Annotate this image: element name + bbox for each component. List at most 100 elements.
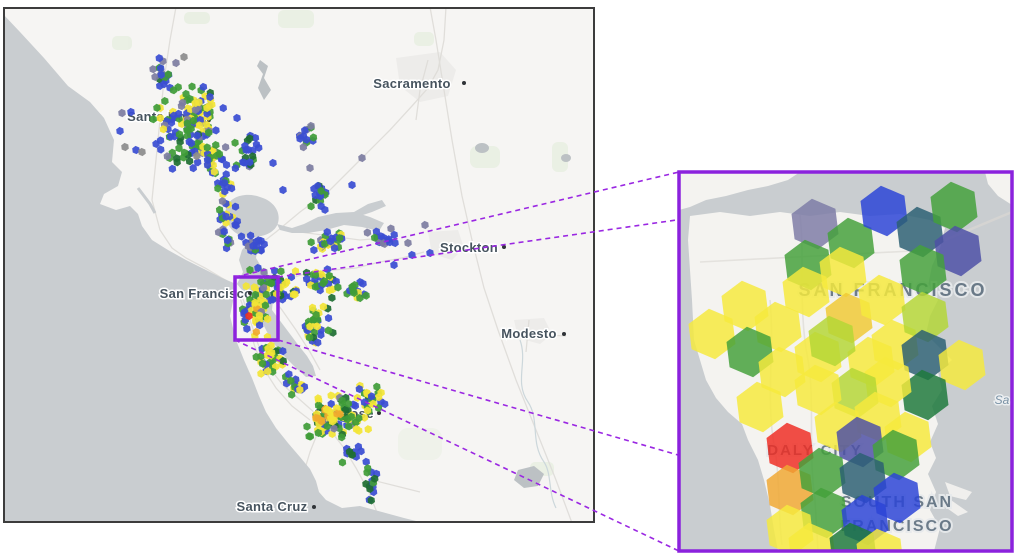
data-point (330, 424, 338, 433)
city-marker-dot (562, 332, 566, 336)
hex-bin (872, 429, 920, 481)
data-point (323, 228, 332, 237)
data-point (180, 52, 188, 62)
data-point (363, 228, 372, 237)
highlight-rectangle[interactable] (233, 275, 280, 342)
data-point (240, 158, 248, 167)
data-point (323, 265, 332, 274)
data-point (138, 147, 146, 157)
data-point (157, 70, 165, 79)
data-point (317, 186, 325, 195)
data-point (149, 65, 157, 74)
data-point (209, 161, 217, 170)
data-point (355, 385, 364, 394)
data-point (390, 230, 398, 239)
data-point (287, 376, 295, 385)
data-point (324, 326, 333, 335)
data-point (307, 202, 315, 211)
data-point (313, 322, 322, 331)
connector-dashed-line (277, 171, 1013, 278)
data-point (362, 457, 370, 466)
data-point (390, 260, 398, 270)
pacific-ocean (3, 14, 424, 523)
data-point (215, 150, 224, 159)
data-point (327, 414, 335, 423)
data-point (381, 400, 389, 409)
data-point (325, 271, 334, 280)
data-point (170, 111, 178, 120)
data-point (176, 137, 184, 146)
inset-map[interactable]: SAN FRANCISCODALY CITYSOUTH SANFRANCISCO… (679, 172, 1012, 557)
data-point (160, 80, 168, 89)
data-point (322, 405, 331, 414)
data-point (363, 468, 371, 477)
data-point (327, 399, 335, 408)
data-point (364, 425, 372, 434)
data-point (203, 143, 211, 152)
data-point (319, 302, 328, 311)
data-point (314, 394, 322, 403)
data-point (362, 291, 370, 300)
data-point (348, 180, 356, 190)
city-marker-dot (462, 81, 466, 85)
data-point (212, 141, 220, 150)
data-point (231, 202, 240, 211)
data-point (257, 295, 265, 304)
city-marker-dot (248, 291, 252, 295)
data-point (183, 131, 192, 140)
data-point (250, 283, 259, 292)
data-point (267, 351, 275, 360)
hex-bin (688, 308, 736, 360)
hex-bin (788, 522, 835, 551)
data-point (257, 246, 265, 255)
data-point (303, 422, 311, 431)
data-point (347, 412, 356, 421)
data-point (255, 321, 264, 330)
data-point (182, 89, 190, 99)
data-point (312, 310, 320, 319)
data-point (259, 283, 268, 292)
data-point (242, 282, 250, 291)
data-point (296, 385, 304, 394)
data-point (255, 311, 264, 320)
data-point (299, 143, 308, 152)
data-point (314, 338, 322, 347)
connector-dashed-line (234, 171, 680, 278)
data-point (173, 158, 181, 167)
data-point (370, 474, 379, 483)
data-point (344, 399, 353, 408)
data-point (188, 82, 196, 91)
inset-marin-land (679, 172, 800, 210)
data-point (183, 126, 192, 135)
data-point (175, 144, 183, 153)
connector-lines (234, 171, 1013, 552)
data-point (159, 125, 168, 134)
hex-bin (794, 364, 842, 416)
data-point (169, 86, 178, 95)
hex-bin (791, 198, 839, 250)
city-marker-dot (377, 411, 381, 415)
data-point (291, 267, 300, 276)
data-point (372, 227, 381, 236)
data-point (367, 496, 375, 505)
data-point (252, 328, 261, 337)
data-point (335, 234, 344, 243)
data-point (330, 244, 339, 253)
data-point (309, 133, 318, 142)
data-point (191, 105, 200, 114)
data-point (307, 121, 315, 130)
data-point (157, 145, 165, 154)
data-point (291, 290, 299, 299)
data-point (199, 82, 208, 91)
data-point (355, 414, 363, 423)
data-point (326, 237, 335, 246)
data-point (210, 167, 219, 176)
data-point (203, 103, 211, 112)
data-point (254, 263, 262, 273)
data-point (262, 290, 270, 299)
hex-bin (938, 339, 986, 391)
hex-bin (860, 185, 908, 237)
data-point (180, 148, 189, 157)
